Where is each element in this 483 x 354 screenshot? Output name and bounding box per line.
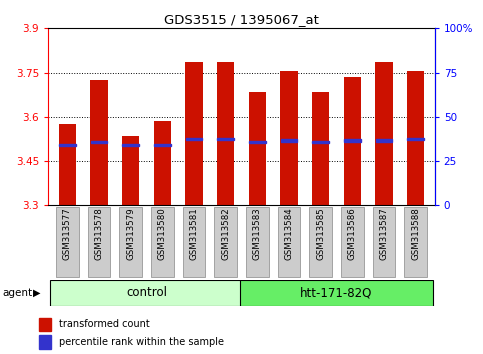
Bar [217,138,234,140]
FancyBboxPatch shape [183,207,205,277]
Text: GSM313579: GSM313579 [126,207,135,260]
FancyBboxPatch shape [373,207,396,277]
FancyBboxPatch shape [404,207,427,277]
Text: GSM313580: GSM313580 [158,207,167,260]
Text: GSM313577: GSM313577 [63,207,72,260]
Text: GSM313585: GSM313585 [316,207,325,260]
Bar [154,144,170,146]
Bar [39,335,51,349]
Text: agent: agent [2,288,32,298]
Bar [39,318,51,331]
Bar [280,71,298,205]
Bar [154,121,171,205]
Bar [122,144,139,146]
Text: GSM313588: GSM313588 [411,207,420,260]
Bar [407,71,425,205]
FancyBboxPatch shape [246,207,269,277]
Text: GSM313586: GSM313586 [348,207,357,260]
Bar [249,92,266,205]
Text: htt-171-82Q: htt-171-82Q [300,286,373,299]
Text: GSM313578: GSM313578 [95,207,103,260]
Bar [407,138,424,140]
Bar [185,138,202,140]
Bar [344,139,361,142]
Title: GDS3515 / 1395067_at: GDS3515 / 1395067_at [164,13,319,26]
FancyBboxPatch shape [309,207,332,277]
Text: GSM313584: GSM313584 [284,207,294,260]
Bar [312,92,329,205]
Text: GSM313587: GSM313587 [380,207,388,260]
Bar [58,124,76,205]
FancyBboxPatch shape [56,207,79,277]
Bar [90,80,108,205]
Bar [249,141,266,143]
Text: control: control [126,286,167,299]
Text: GSM313582: GSM313582 [221,207,230,260]
FancyBboxPatch shape [240,280,433,306]
Bar [59,144,76,146]
Bar [375,62,393,205]
FancyBboxPatch shape [119,207,142,277]
Text: transformed count: transformed count [59,319,150,329]
Text: GSM313581: GSM313581 [189,207,199,260]
Bar [122,136,140,205]
Bar [281,139,298,142]
Text: GSM313583: GSM313583 [253,207,262,260]
Bar [376,139,392,142]
Text: ▶: ▶ [33,288,41,298]
Bar [91,141,107,143]
Text: percentile rank within the sample: percentile rank within the sample [59,337,224,347]
FancyBboxPatch shape [214,207,237,277]
Bar [343,77,361,205]
FancyBboxPatch shape [341,207,364,277]
FancyBboxPatch shape [278,207,300,277]
Bar [313,141,329,143]
FancyBboxPatch shape [151,207,174,277]
Bar [185,62,203,205]
FancyBboxPatch shape [87,207,110,277]
FancyBboxPatch shape [50,280,243,306]
Bar [217,62,234,205]
